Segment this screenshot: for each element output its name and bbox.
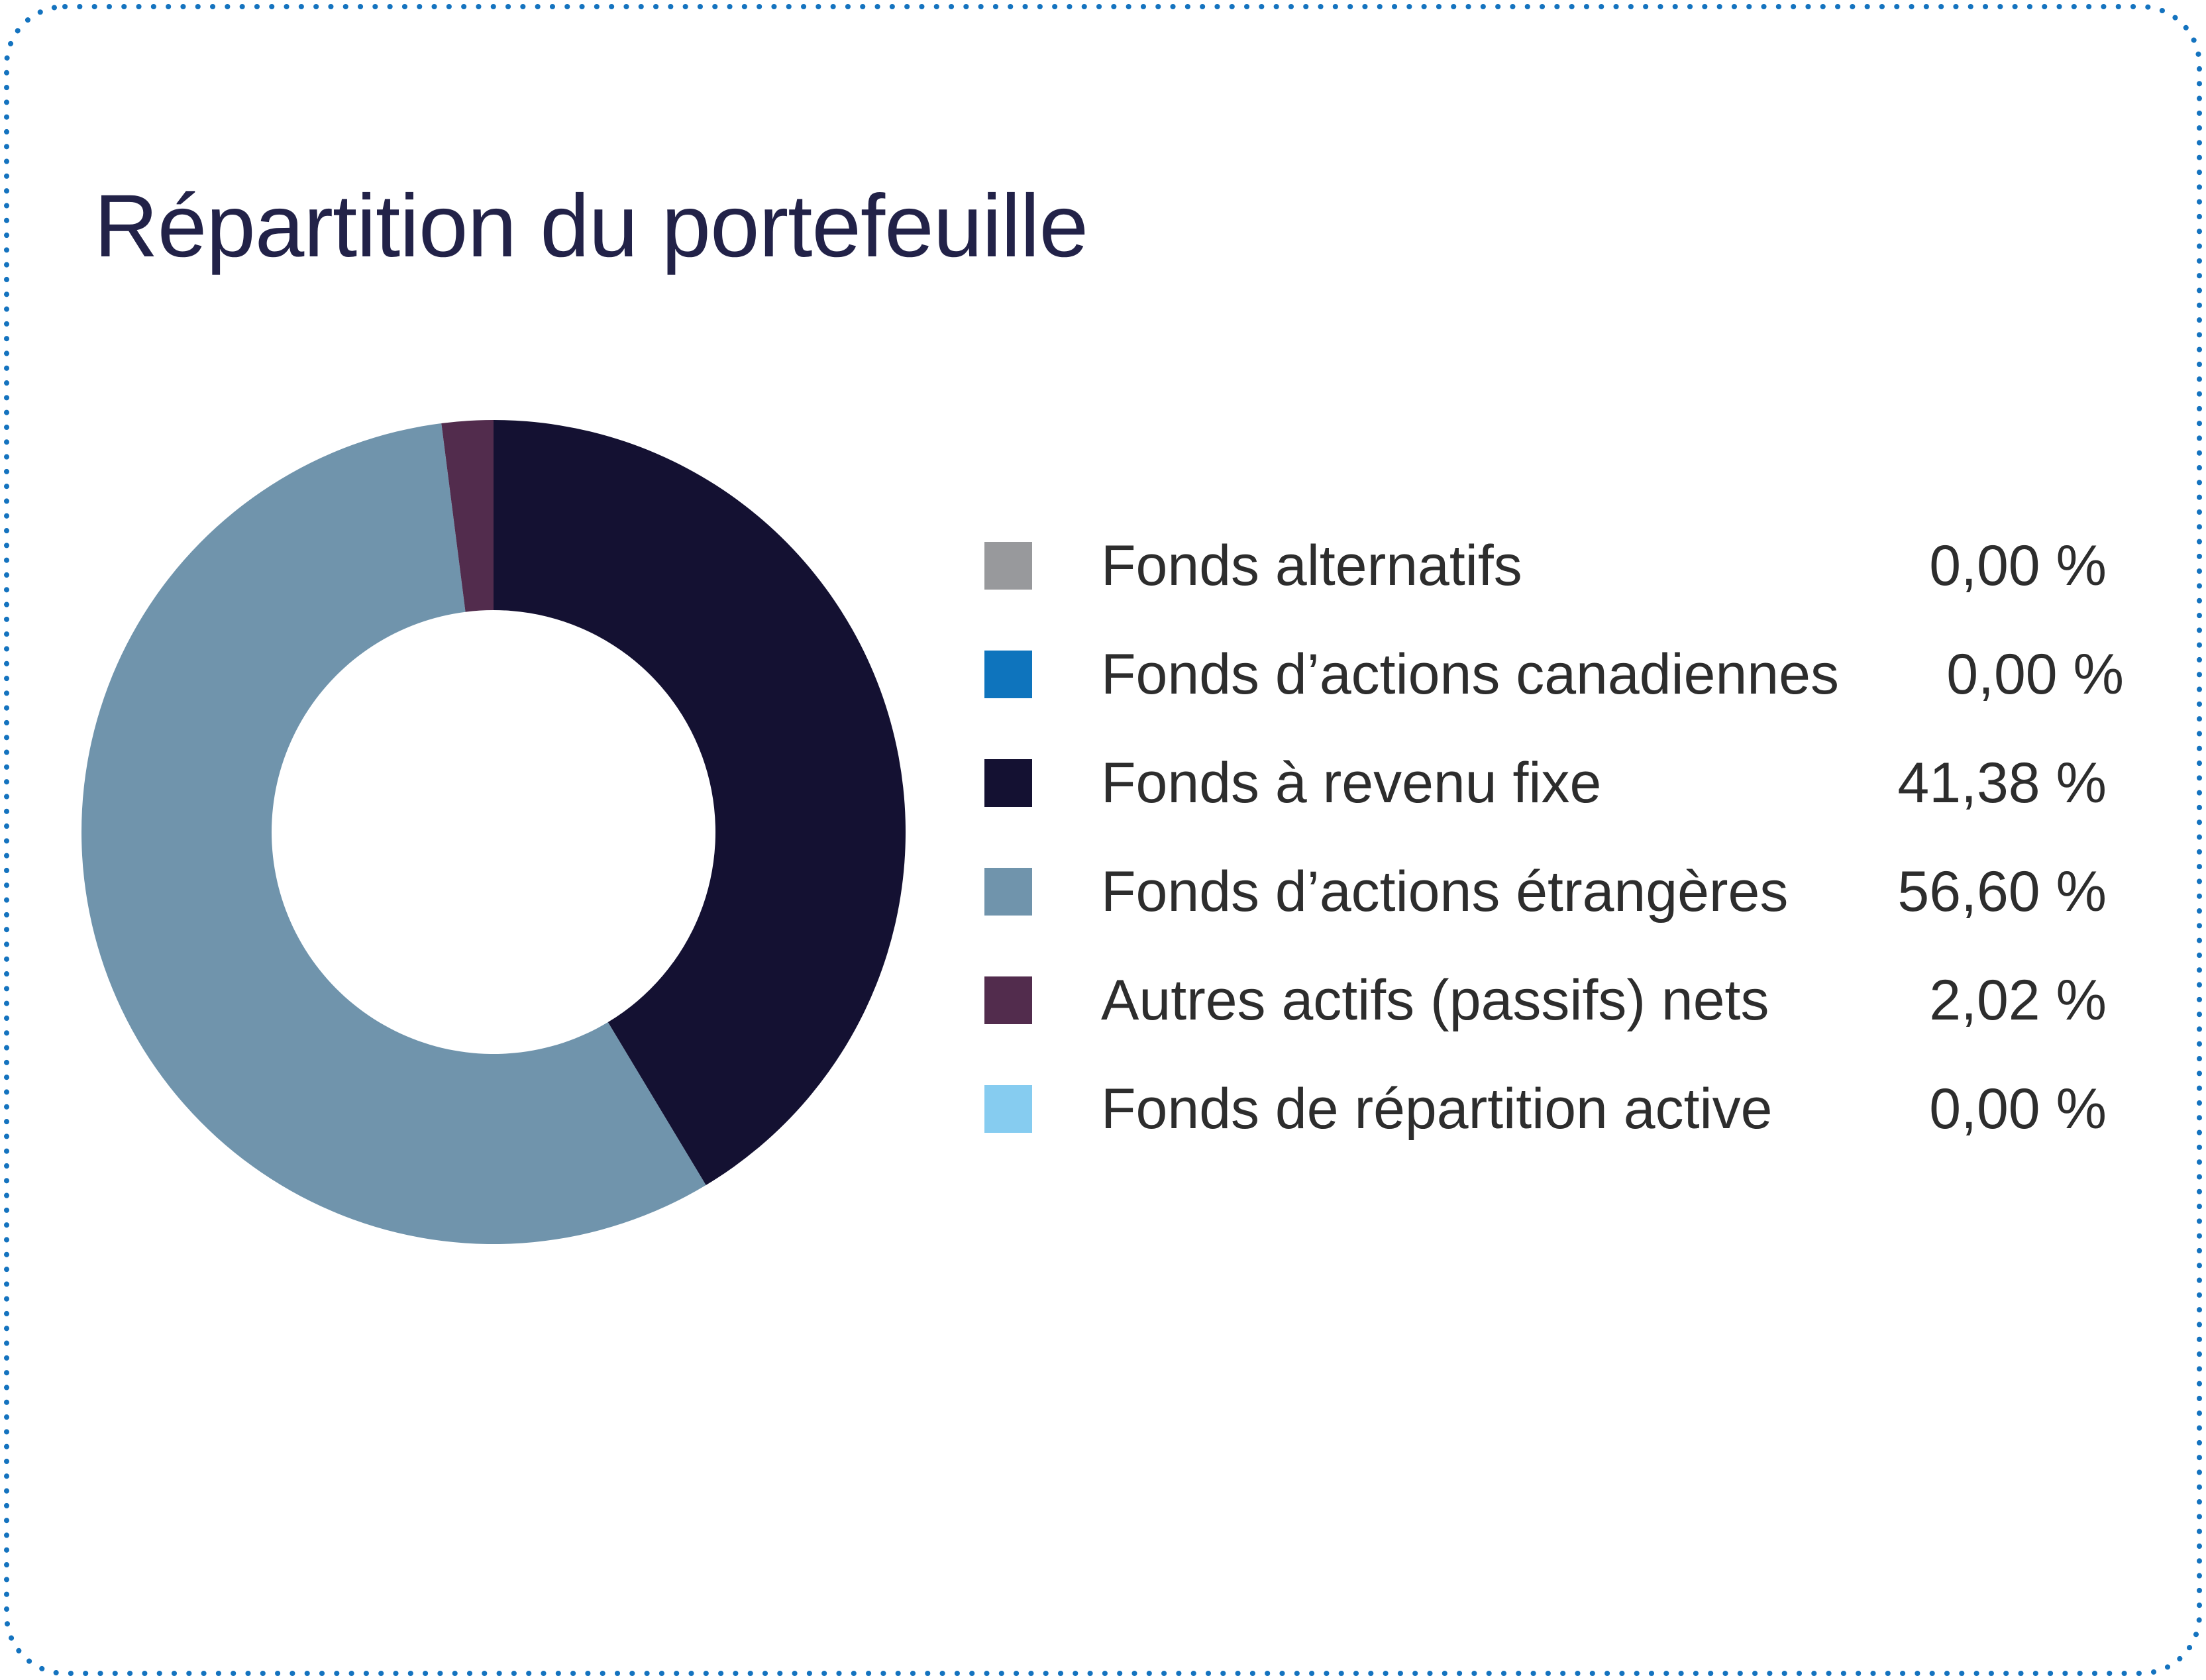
legend-row: Fonds d’actions étrangères 56,60 %: [984, 860, 2107, 923]
legend-label: Fonds d’actions canadiennes: [1101, 642, 1839, 706]
legend-value: 0,00 %: [1946, 642, 2124, 706]
legend-value: 0,00 %: [1929, 533, 2107, 598]
legend-value: 2,02 %: [1929, 968, 2107, 1032]
legend-row: Fonds d’actions canadiennes 0,00 %: [984, 643, 2124, 706]
legend-row: Fonds alternatifs 0,00 %: [984, 534, 2107, 598]
legend-label: Fonds de répartition active: [1101, 1076, 1773, 1141]
donut-slice: [494, 420, 906, 1185]
legend-swatch: [984, 542, 1032, 590]
legend: Fonds alternatifs 0,00 % Fonds d’actions c…: [984, 534, 2124, 1192]
legend-swatch: [984, 868, 1032, 916]
legend-label: Fonds alternatifs: [1101, 533, 1522, 598]
legend-value: 41,38 %: [1897, 751, 2107, 815]
legend-swatch: [984, 976, 1032, 1024]
legend-row: Fonds à revenu fixe 41,38 %: [984, 751, 2107, 815]
legend-swatch: [984, 1085, 1032, 1133]
legend-label: Fonds d’actions étrangères: [1101, 859, 1789, 923]
legend-swatch: [984, 651, 1032, 698]
page-title: Répartition du portefeuille: [94, 177, 1088, 276]
legend-label: Autres actifs (passifs) nets: [1101, 968, 1769, 1032]
donut-chart: [81, 420, 906, 1244]
legend-row: Fonds de répartition active 0,00 %: [984, 1077, 2107, 1141]
legend-value: 56,60 %: [1897, 859, 2107, 923]
legend-row: Autres actifs (passifs) nets 2,02 %: [984, 969, 2107, 1032]
legend-value: 0,00 %: [1929, 1076, 2107, 1141]
legend-swatch: [984, 759, 1032, 807]
donut-slice: [441, 420, 494, 612]
donut-slice: [81, 423, 706, 1244]
legend-label: Fonds à revenu fixe: [1101, 751, 1602, 815]
